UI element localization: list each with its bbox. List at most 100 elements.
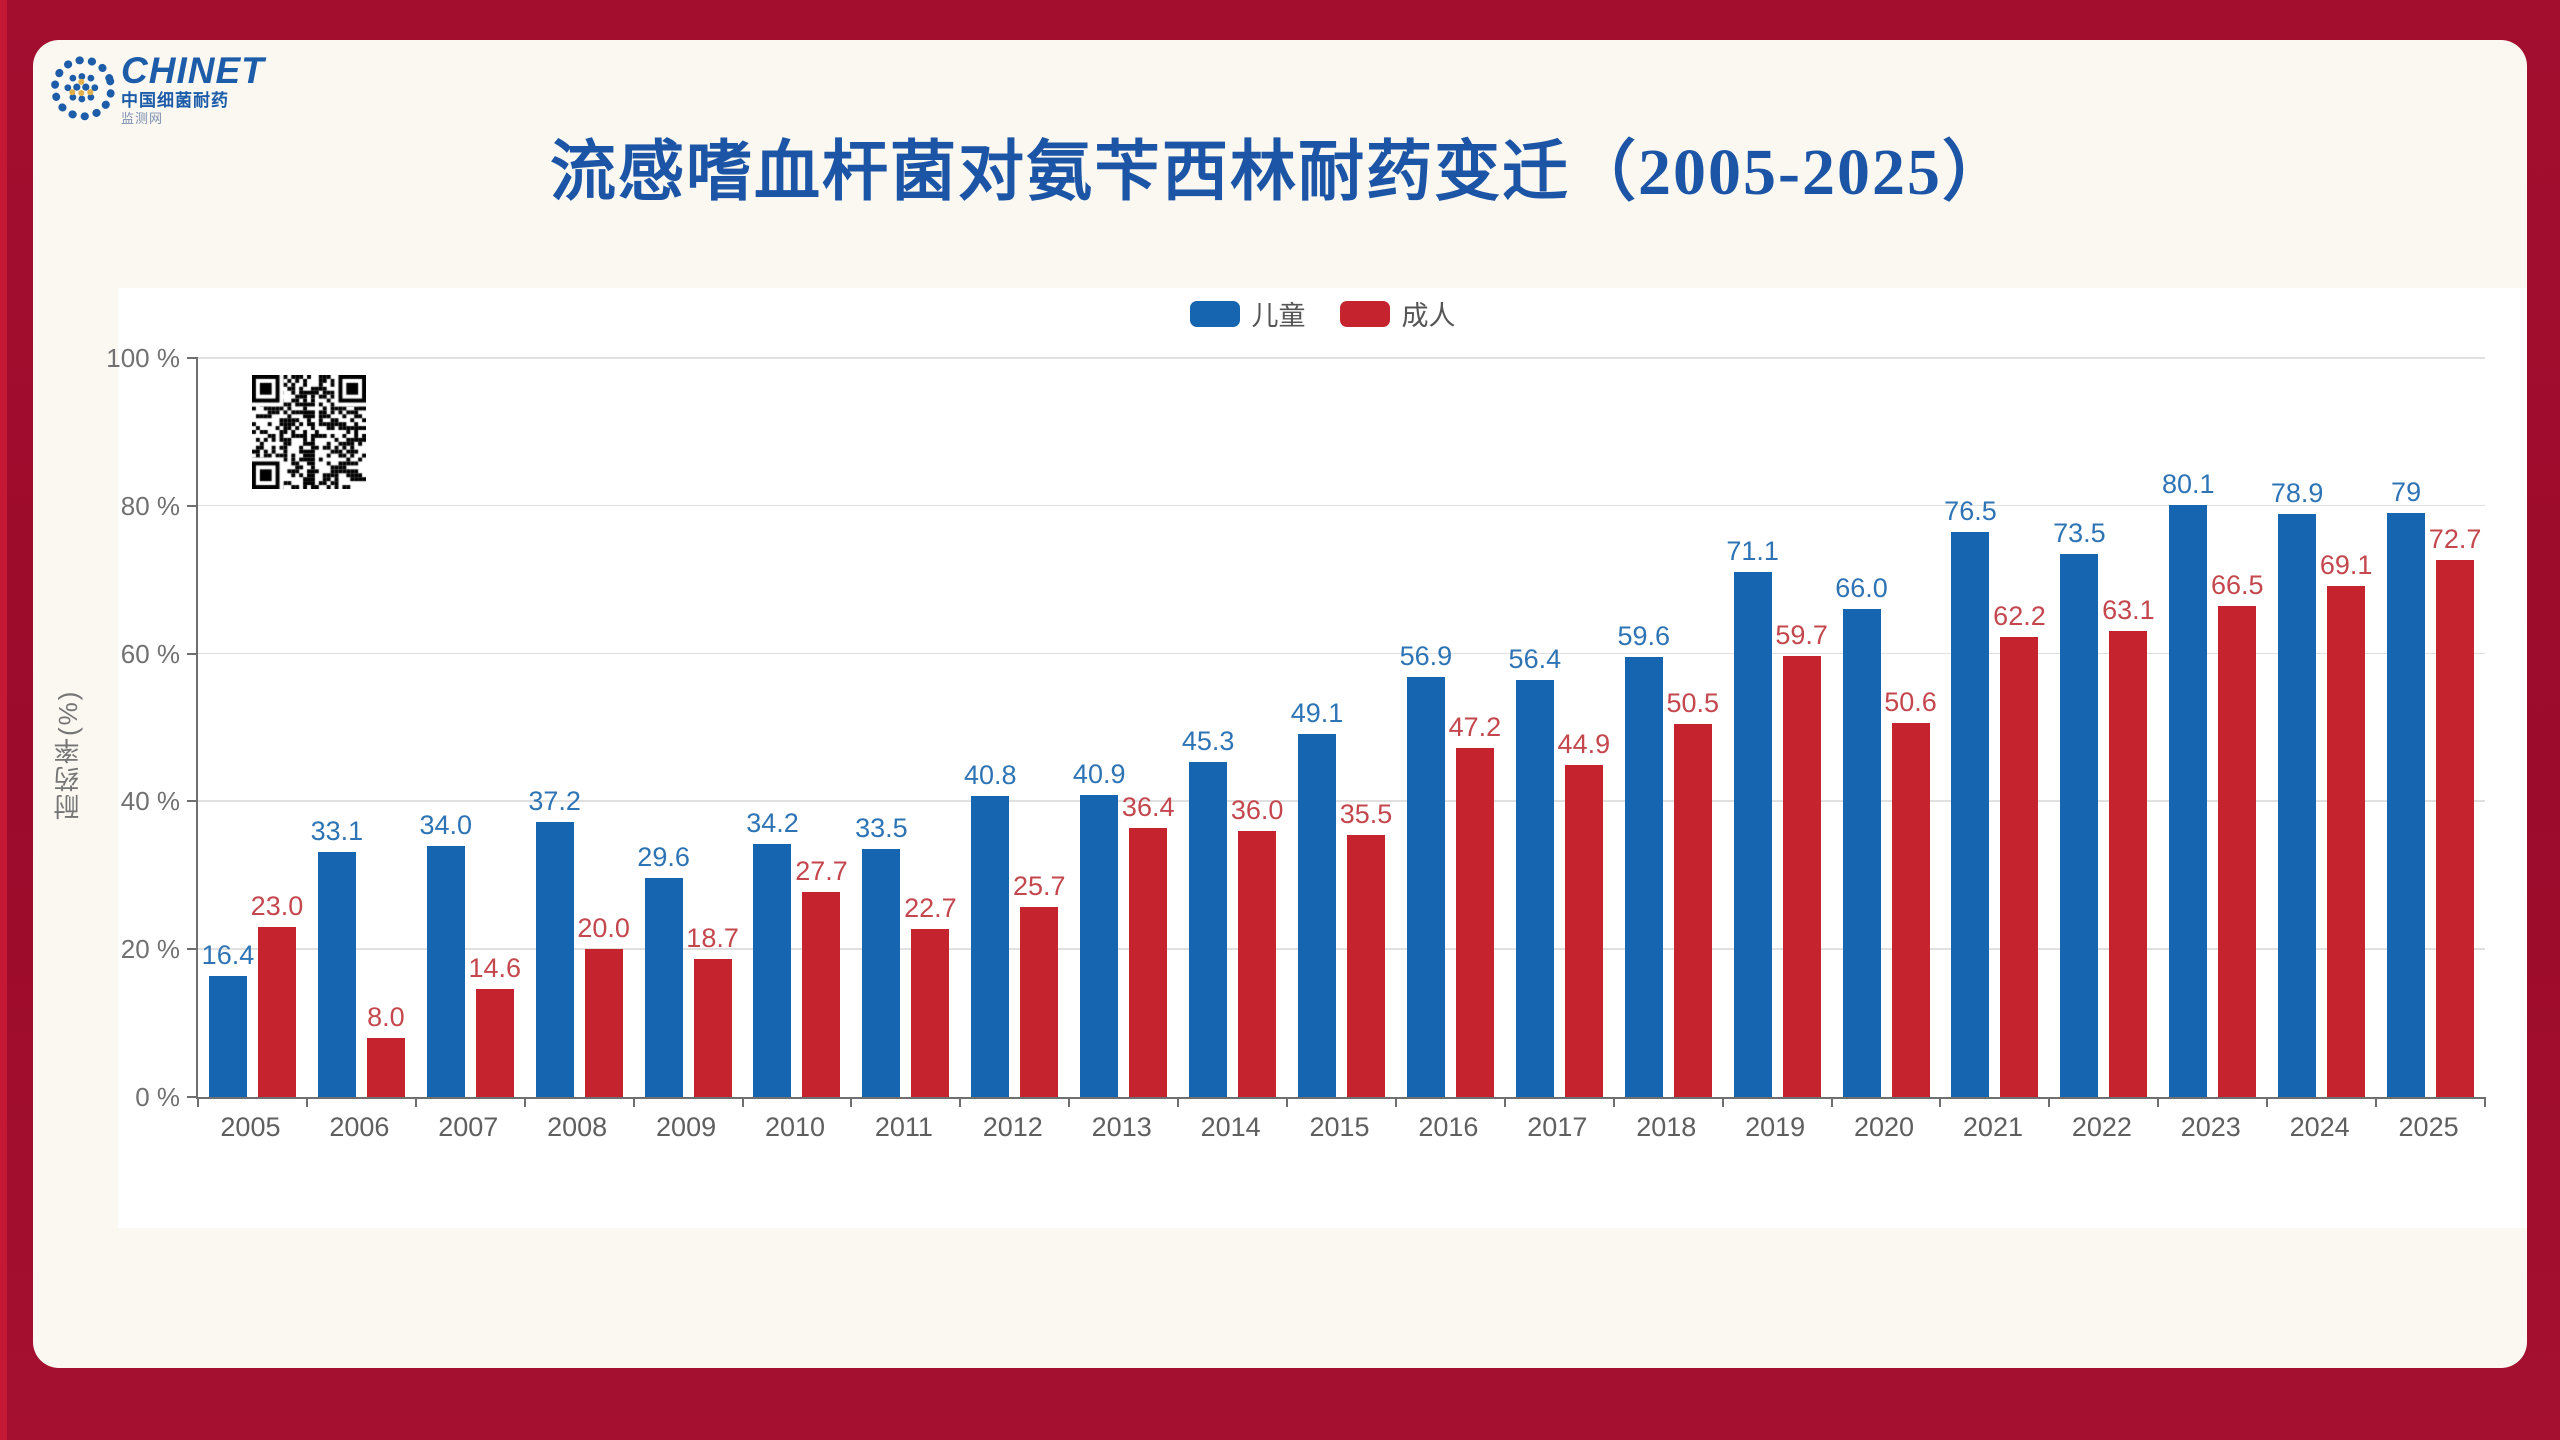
bar-value-adults-2010: 27.7 [795,856,848,887]
bar-adults-2025[interactable]: 72.7 [2429,524,2481,1097]
bar-adults-2005[interactable]: 23.0 [251,891,303,1097]
chinet-logo-icon [50,56,116,121]
bar-children-2025[interactable]: 79 [2387,477,2426,1097]
bar-value-children-2016: 56.9 [1399,640,1453,671]
bar-value-adults-2015: 35.5 [1339,798,1393,829]
y-axis-label-100: 100 % [106,343,180,373]
bar-group-2020: 66.0 50.6 [1832,358,1941,1097]
x-axis-label-2011: 2011 [874,1112,933,1142]
bar-adults-2011[interactable]: 22.7 [904,893,957,1097]
bar-children-2019[interactable]: 71.1 [1726,536,1779,1097]
x-axis-label-2006: 2006 [329,1112,390,1142]
bar-group-2007: 34.0 14.6 [416,358,525,1097]
bar-adults-2014[interactable]: 36.0 [1231,795,1283,1097]
bar-value-children-2025: 79 [2391,477,2422,508]
bar-children-2015[interactable]: 49.1 [1291,698,1343,1097]
bar-value-children-2019: 71.1 [1726,535,1779,566]
bar-value-children-2018: 59.6 [1617,620,1671,651]
bar-children-2014[interactable]: 45.3 [1182,726,1234,1097]
y-tick-40 [187,800,198,803]
x-axis-label-2022: 2022 [2071,1112,2132,1142]
bar-group-2014: 45.3 36.0 [1178,358,1287,1097]
bar-group-2018: 59.6 50.5 [1614,358,1723,1097]
legend-label-children: 儿童 [1251,301,1306,331]
bar-groups: 16.4 23.0 33.1 8.0 34.0 14.6 37.2 20.0 29.6 18.7 3… [198,358,2485,1097]
chinet-chinese-subname: 监测网 [121,111,164,126]
legend-label-adults: 成人 [1401,301,1456,331]
bar-adults-2006[interactable]: 8.0 [366,1002,405,1097]
x-axis-label-2008: 2008 [547,1112,608,1142]
x-tick-21 [2484,1097,2486,1107]
x-axis-label-2020: 2020 [1854,1112,1915,1142]
bar-adults-2015[interactable]: 35.5 [1340,799,1392,1097]
bar-value-adults-2021: 62.2 [1993,601,2046,632]
bar-value-children-2017: 56.4 [1508,644,1562,675]
x-tick-11 [1394,1097,1397,1107]
bar-adults-2020[interactable]: 50.6 [1884,687,1937,1097]
bar-adults-2013[interactable]: 36.4 [1122,792,1174,1097]
bar-adults-2024[interactable]: 69.1 [2320,550,2372,1097]
bar-group-2024: 78.9 69.1 [2267,358,2376,1097]
bar-children-2018[interactable]: 59.6 [1617,621,1670,1097]
y-tick-0 [187,1096,198,1098]
qr-code [252,375,366,489]
x-axis-label-2019: 2019 [1745,1112,1806,1142]
bar-children-2021[interactable]: 76.5 [1944,496,1997,1097]
bar-adults-2018[interactable]: 50.5 [1666,688,1719,1097]
bar-value-children-2014: 45.3 [1181,726,1235,757]
y-tick-80 [187,504,198,507]
bar-adults-2022[interactable]: 63.1 [2102,595,2155,1097]
x-axis-label-2017: 2017 [1527,1112,1588,1142]
bar-value-children-2020: 66.0 [1835,573,1888,604]
bar-children-2009[interactable]: 29.6 [637,842,690,1097]
bar-adults-2010[interactable]: 27.7 [795,856,848,1097]
bar-adults-2012[interactable]: 25.7 [1013,871,1066,1097]
x-tick-14 [1721,1097,1724,1107]
bar-children-2005[interactable]: 16.4 [202,940,254,1097]
bar-value-adults-2013: 36.4 [1121,792,1175,823]
y-axis-label-20: 20 % [120,934,180,965]
bar-children-2017[interactable]: 56.4 [1509,644,1561,1097]
bar-adults-2016[interactable]: 47.2 [1449,712,1501,1097]
bar-children-2023[interactable]: 80.1 [2162,469,2215,1097]
bar-children-2016[interactable]: 56.9 [1400,641,1452,1097]
bar-value-children-2021: 76.5 [1944,495,1997,526]
bar-adults-2017[interactable]: 44.9 [1558,729,1610,1097]
bar-adults-2008[interactable]: 20.0 [577,913,630,1097]
legend-swatch-adults [1339,300,1390,327]
bar-adults-2023[interactable]: 66.5 [2211,570,2264,1097]
chart-title: 流感嗜血杆菌对氨苄西林耐药变迁（2005-2025） [550,136,2010,209]
bar-children-2020[interactable]: 66.0 [1835,573,1888,1097]
bar-group-2016: 56.9 47.2 [1396,358,1505,1097]
legend-item-children[interactable]: 儿童 [1189,294,1306,333]
bar-children-2010[interactable]: 34.2 [746,808,799,1097]
bar-adults-2007[interactable]: 14.6 [468,953,521,1097]
gridline-20 [198,948,2485,950]
x-tick-19 [2266,1097,2269,1107]
bar-children-2012[interactable]: 40.8 [964,760,1017,1097]
bar-group-2008: 37.2 20.0 [525,358,634,1097]
plot-area: 100 % 80 % 60 % 40 % 20 % 0 % 16.4 23.0 33.1 8.0 3… [106,343,2486,1112]
chart-legend: 儿童 成人 [118,294,2527,333]
bar-children-2013[interactable]: 40.9 [1073,759,1125,1097]
bar-children-2007[interactable]: 34.0 [419,810,472,1097]
bar-value-adults-2019: 59.7 [1775,619,1828,650]
y-tick-20 [187,948,198,951]
legend-item-adults[interactable]: 成人 [1339,294,1456,333]
bar-children-2006[interactable]: 33.1 [311,816,363,1097]
bar-value-children-2015: 49.1 [1290,698,1344,729]
bar-children-2022[interactable]: 73.5 [2053,518,2106,1097]
x-tick-6 [850,1097,853,1107]
bar-adults-2009[interactable]: 18.7 [686,923,739,1097]
bar-adults-2021[interactable]: 62.2 [1993,601,2046,1097]
x-axis-label-2024: 2024 [2289,1112,2350,1142]
bar-children-2008[interactable]: 37.2 [528,786,581,1097]
bar-value-children-2023: 80.1 [2161,469,2215,500]
chinet-brand-text: CHINET [121,50,265,91]
x-axis-labels: 2005 2006 2007 2008 2009 2010 2011 2012 2013 2014… [196,1112,2483,1143]
x-tick-4 [632,1097,635,1107]
report-card: CHINET 中国细菌耐药 监测网 流感嗜血杆菌对氨苄西林耐药变迁（2005-2… [33,40,2527,1368]
bar-children-2011[interactable]: 33.5 [855,813,908,1097]
bar-adults-2019[interactable]: 59.7 [1775,620,1828,1097]
bar-children-2024[interactable]: 78.9 [2271,478,2323,1097]
